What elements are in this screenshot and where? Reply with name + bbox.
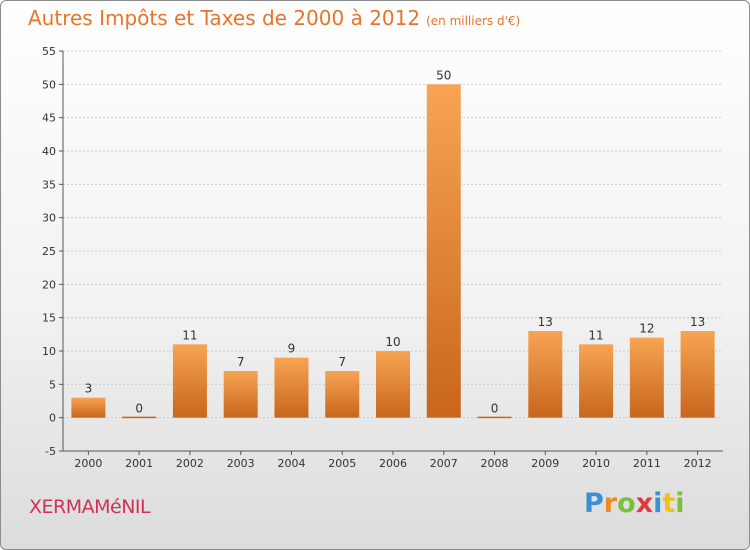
x-tick-label: 2006 (379, 457, 407, 470)
x-tick-label: 2010 (582, 457, 610, 470)
x-tick-label: 2009 (531, 457, 559, 470)
data-label: 11 (588, 328, 603, 342)
data-label: 9 (288, 342, 296, 356)
proxiti-logo-letter: P (584, 488, 604, 519)
bar (579, 344, 614, 418)
proxiti-logo-letter: x (635, 488, 654, 519)
bar (325, 371, 360, 418)
chart-subtitle: (en milliers d'€) (426, 14, 521, 28)
data-label: 13 (538, 315, 553, 329)
y-tick-label: 20 (42, 278, 56, 291)
x-tick-label: 2002 (176, 457, 204, 470)
data-label: 13 (690, 315, 705, 329)
bar (122, 416, 157, 419)
y-tick-label: 40 (42, 145, 56, 158)
bar (629, 337, 664, 418)
proxiti-logo-letter: r (603, 488, 618, 519)
y-tick-label: 50 (42, 78, 56, 91)
x-tick-label: 2008 (481, 457, 509, 470)
data-label: 12 (639, 322, 654, 336)
x-tick-label: 2011 (633, 457, 661, 470)
y-tick-label: -5 (45, 445, 56, 458)
proxiti-logo: Proxiti (584, 488, 685, 519)
bar (223, 371, 258, 418)
chart-title-text: Autres Impôts et Taxes de 2000 à 2012 (28, 6, 421, 30)
bar (376, 351, 410, 418)
y-tick-label: 5 (49, 378, 56, 391)
x-tick-label: 2000 (74, 457, 102, 470)
x-tick-label: 2004 (277, 457, 305, 470)
y-tick-label: 55 (42, 45, 56, 58)
bar (528, 331, 563, 418)
proxiti-logo-letter: t (662, 488, 676, 519)
data-label: 10 (385, 335, 400, 349)
data-label: 0 (135, 402, 143, 416)
commune-name: XERMAMéNIL (29, 496, 151, 518)
proxiti-logo-letter: i (653, 488, 663, 519)
bar (477, 416, 512, 419)
data-label: 50 (436, 68, 451, 82)
x-tick-label: 2001 (125, 457, 153, 470)
data-label: 7 (237, 355, 245, 369)
y-tick-label: 0 (49, 412, 56, 425)
bar (426, 84, 461, 418)
y-tick-label: 45 (42, 112, 56, 125)
proxiti-logo-letter: i (675, 488, 685, 519)
bar (172, 344, 207, 418)
data-label: 11 (182, 328, 197, 342)
bar (71, 397, 106, 418)
data-label: 0 (491, 402, 499, 416)
proxiti-logo-letter: o (617, 488, 636, 519)
y-tick-label: 15 (42, 312, 56, 325)
bar (680, 331, 715, 418)
x-tick-label: 2003 (227, 457, 255, 470)
x-tick-label: 2012 (684, 457, 712, 470)
x-tick-label: 2007 (430, 457, 458, 470)
x-tick-label: 2005 (328, 457, 356, 470)
y-tick-label: 25 (42, 245, 56, 258)
y-tick-label: 35 (42, 178, 56, 191)
chart-title: Autres Impôts et Taxes de 2000 à 2012 (en… (28, 6, 520, 30)
bar (274, 357, 309, 418)
data-label: 7 (338, 355, 346, 369)
y-tick-label: 30 (42, 212, 56, 225)
data-label: 3 (85, 382, 93, 396)
y-tick-label: 10 (42, 345, 56, 358)
